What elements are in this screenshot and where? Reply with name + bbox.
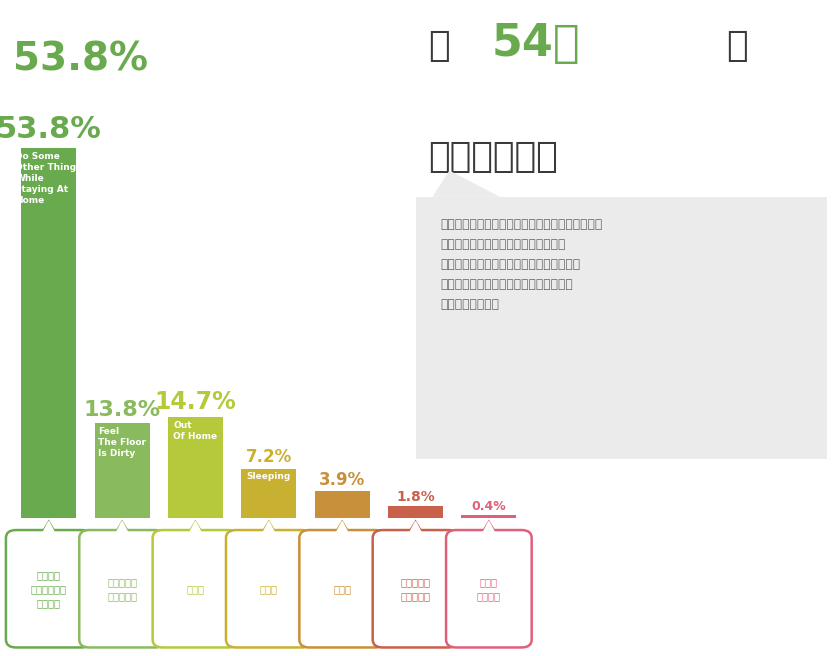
Bar (241, 469, 297, 518)
Text: 気分転換を
したいとき: 気分転換を したいとき (401, 577, 431, 601)
Text: 来客が
あるとき: 来客が あるとき (477, 577, 501, 601)
Text: 54％: 54％ (491, 22, 580, 65)
Text: が: が (727, 29, 748, 63)
Text: 床の汚れを
感じたとき: 床の汚れを 感じたとき (107, 577, 137, 601)
Bar (315, 491, 370, 518)
Text: 3.9%: 3.9% (319, 470, 365, 489)
Text: Do Some
Other Things
While
Staying At
Home: Do Some Other Things While Staying At Ho… (15, 152, 82, 205)
Text: 0.4%: 0.4% (471, 501, 507, 514)
Text: 在宅時に
家事や用事を
しながら: 在宅時に 家事や用事を しながら (31, 570, 66, 607)
Text: 13.8%: 13.8% (83, 400, 160, 420)
Bar (388, 506, 443, 518)
Text: 「在宅時、家事をしながら」の使用が半数以上。
なかには、「就寢中」という回答も。
ブラーバは稼働音がほとんどしないため、
いつでも気軽に使えるのが嫁しいという
: 「在宅時、家事をしながら」の使用が半数以上。 なかには、「就寢中」という回答も。… (440, 218, 603, 311)
FancyBboxPatch shape (399, 186, 840, 470)
Bar (95, 423, 150, 518)
Text: 外出中: 外出中 (186, 584, 204, 594)
Text: Sleeping: Sleeping (247, 472, 291, 481)
Bar (168, 417, 223, 518)
Text: その他: その他 (333, 584, 351, 594)
Text: 約: 約 (428, 29, 450, 63)
Text: 在宅中に使用: 在宅中に使用 (428, 140, 558, 174)
Text: 14.7%: 14.7% (155, 390, 236, 414)
Bar (461, 516, 517, 518)
Text: 就寢中: 就寢中 (260, 584, 278, 594)
Text: Feel
The Floor
Is Dirty: Feel The Floor Is Dirty (98, 427, 146, 458)
Text: 53.8%: 53.8% (13, 41, 148, 79)
Text: Out
Of Home: Out Of Home (173, 420, 218, 441)
Bar (21, 148, 76, 518)
Text: 53.8%: 53.8% (0, 115, 102, 144)
Text: 7.2%: 7.2% (245, 448, 292, 466)
Text: 1.8%: 1.8% (396, 490, 435, 504)
